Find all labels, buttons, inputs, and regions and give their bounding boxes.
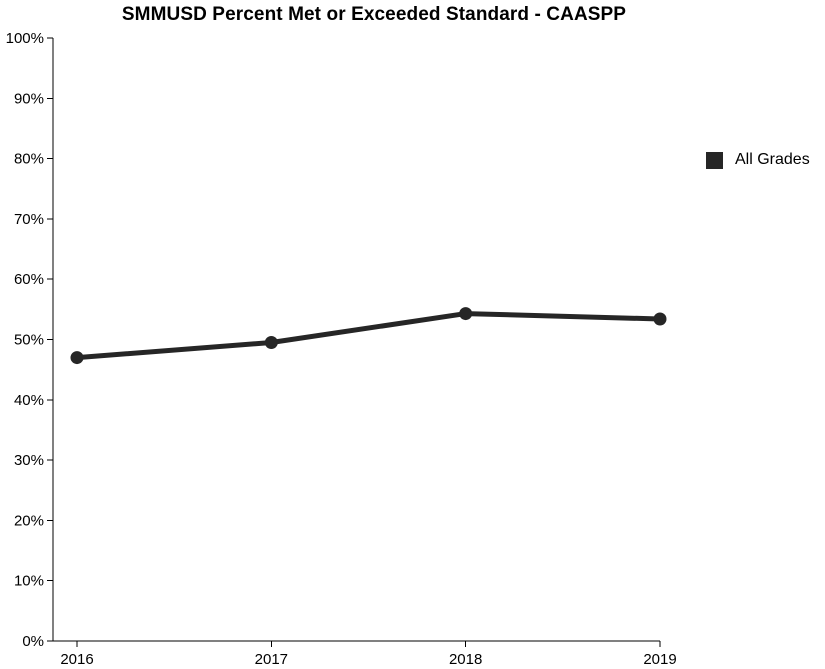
series-layer	[70, 307, 667, 365]
y-tick-label: 70%	[14, 211, 44, 228]
x-tick-label: 2019	[643, 651, 676, 668]
legend: All Grades	[706, 151, 810, 169]
y-tick-label: 0%	[22, 633, 44, 650]
legend-label: All Grades	[735, 151, 810, 168]
x-tick-label: 2016	[60, 651, 93, 668]
axes: 0% 10% 20% 30% 40% 50% 60% 70% 80% 90% 100% 2016 201…	[6, 30, 677, 668]
y-tick-label: 50%	[14, 332, 44, 349]
y-tick-label: 20%	[14, 512, 44, 529]
y-tick-label: 60%	[14, 271, 44, 288]
data-point	[653, 312, 667, 326]
y-tick-label: 10%	[14, 573, 44, 590]
data-point	[459, 307, 473, 321]
data-point	[264, 336, 278, 350]
chart-title: SMMUSD Percent Met or Exceeded Standard …	[121, 4, 627, 25]
data-point	[70, 351, 84, 365]
y-tick-label: 100%	[6, 30, 44, 47]
series-line	[74, 311, 663, 361]
legend-swatch	[706, 151, 723, 169]
y-tick-label: 40%	[14, 392, 44, 409]
y-tick-label: 90%	[14, 90, 44, 107]
y-tick-label: 30%	[14, 452, 44, 469]
y-tick-label: 80%	[14, 151, 44, 168]
x-tick-label: 2018	[449, 651, 482, 668]
x-tick-label: 2017	[255, 651, 288, 668]
